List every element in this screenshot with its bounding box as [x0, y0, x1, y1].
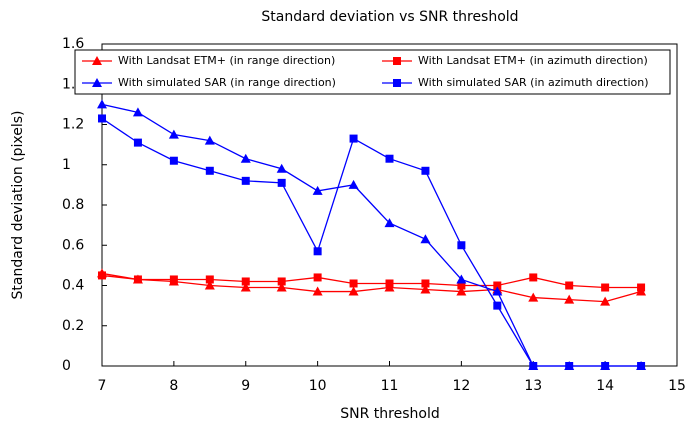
x-tick-label: 7 [98, 378, 107, 394]
marker [529, 273, 538, 282]
marker [241, 176, 250, 185]
marker [565, 281, 574, 290]
marker [637, 283, 646, 292]
y-tick-label: 1.6 [62, 36, 84, 52]
marker [205, 275, 214, 284]
marker [277, 277, 286, 286]
legend-label: With Landsat ETM+ (in azimuth direction) [418, 54, 648, 67]
marker [420, 284, 431, 294]
marker [601, 283, 610, 292]
x-tick-label: 8 [169, 378, 178, 394]
series-line [101, 103, 642, 367]
y-axis-label: Standard deviation (pixels) [10, 110, 26, 299]
series-line [101, 272, 642, 303]
marker [98, 271, 106, 280]
marker [312, 286, 323, 296]
x-tick-label: 15 [668, 378, 686, 394]
marker [528, 292, 539, 302]
marker [313, 273, 322, 282]
marker [241, 277, 250, 286]
marker [348, 286, 359, 296]
marker [204, 135, 215, 145]
legend-marker [92, 56, 102, 65]
y-tick-label: 0.4 [62, 278, 84, 294]
marker [205, 166, 214, 175]
marker [133, 275, 142, 284]
marker [276, 163, 287, 173]
marker [168, 129, 179, 139]
series-line [101, 117, 642, 367]
marker [349, 279, 358, 288]
y-tick-label: 0.8 [62, 197, 84, 213]
marker [240, 153, 251, 163]
legend-marker [393, 79, 401, 87]
y-tick-label: 1.2 [62, 117, 84, 133]
chart-title: Standard deviation vs SNR threshold [261, 9, 518, 25]
y-tick-label: 0 [62, 358, 71, 374]
marker [385, 279, 394, 288]
legend: With Landsat ETM+ (in range direction) Wi… [74, 49, 671, 95]
marker [637, 362, 646, 370]
marker [601, 362, 610, 370]
marker [384, 218, 395, 228]
x-tick-label: 9 [241, 378, 250, 394]
marker [277, 178, 286, 187]
y-tick-label: 0.6 [62, 237, 84, 253]
marker [133, 138, 142, 147]
marker [312, 185, 323, 195]
marker [457, 241, 466, 250]
marker [132, 107, 143, 117]
marker [565, 362, 574, 370]
marker [204, 280, 215, 290]
y-tick-label: 0.2 [62, 318, 84, 334]
marker [421, 166, 430, 175]
marker [98, 114, 106, 123]
marker [97, 99, 107, 109]
marker [493, 301, 502, 310]
marker [240, 282, 251, 292]
marker [600, 296, 611, 306]
marker [385, 154, 394, 163]
marker [276, 282, 287, 292]
x-tick-label: 11 [381, 378, 399, 394]
x-tick-label: 12 [452, 378, 470, 394]
series-line [101, 274, 642, 289]
legend-label: With simulated SAR (in range direction) [118, 76, 336, 89]
marker [420, 234, 431, 244]
x-tick-label: 13 [524, 378, 542, 394]
legend-marker [92, 78, 102, 87]
marker [456, 274, 467, 284]
marker [492, 286, 503, 296]
legend-label: With Landsat ETM+ (in range direction) [118, 54, 335, 67]
marker [313, 247, 322, 256]
marker [169, 156, 178, 165]
legend-box [74, 49, 671, 95]
y-tick-label: 1 [62, 157, 71, 173]
marker [456, 286, 467, 296]
legend-label: With simulated SAR (in azimuth direction… [418, 76, 649, 89]
marker [349, 134, 358, 143]
x-tick-label: 14 [596, 378, 614, 394]
marker [493, 281, 502, 290]
legend-marker [393, 57, 401, 65]
marker [421, 279, 430, 288]
marker [529, 362, 538, 370]
x-tick-label: 10 [309, 378, 327, 394]
x-axis-label: SNR threshold [340, 406, 439, 422]
marker [169, 275, 178, 284]
marker [348, 179, 359, 189]
marker [457, 281, 466, 290]
marker [564, 294, 575, 304]
